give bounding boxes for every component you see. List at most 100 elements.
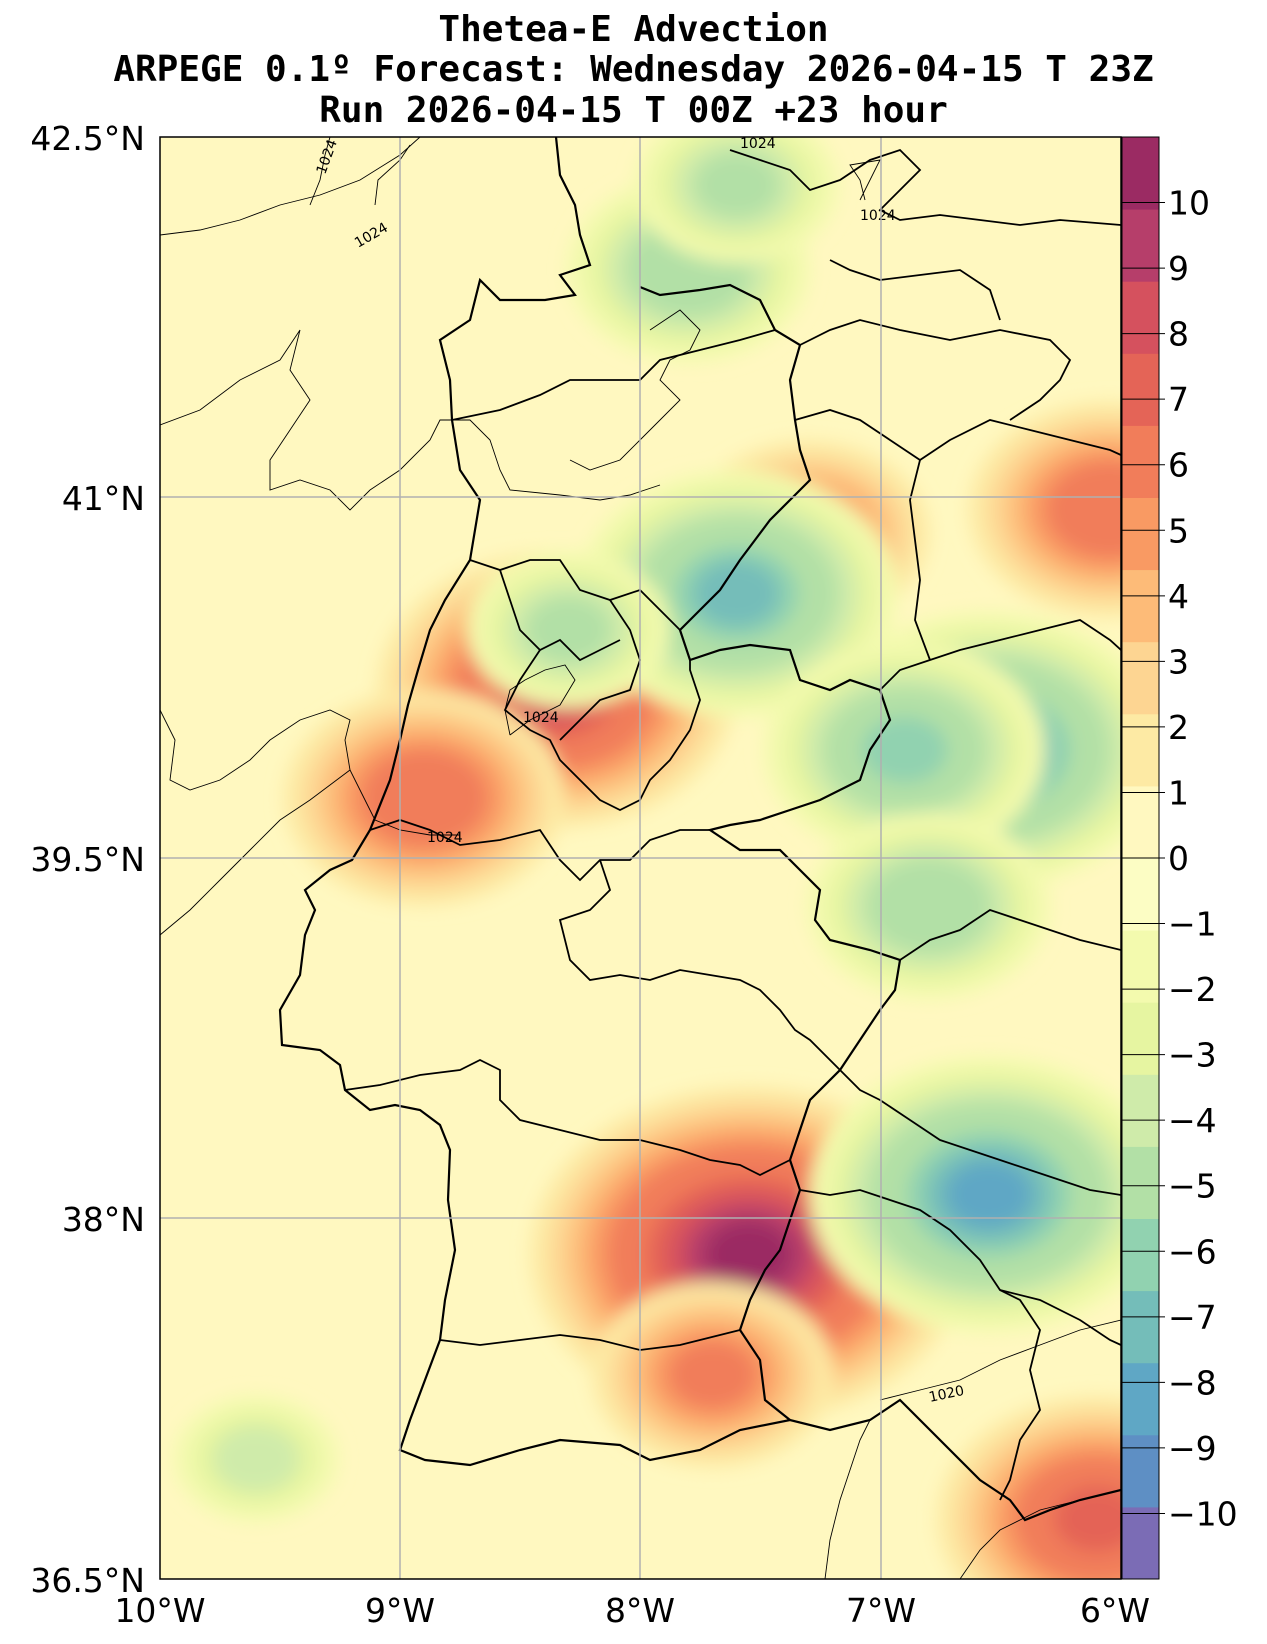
internal-border-11 — [899, 909, 1121, 961]
isobar-5 — [160, 709, 460, 836]
colorbar-segment — [1122, 858, 1159, 931]
colorbar-tick-label: −2 — [1168, 970, 1217, 1009]
colorbar-tick-label: 3 — [1168, 642, 1189, 681]
internal-border-15 — [829, 259, 1001, 321]
internal-border-19 — [839, 1069, 1121, 1196]
lon-label: 6°W — [1080, 1591, 1150, 1630]
internal-border-12 — [879, 619, 1121, 691]
internal-border-9 — [439, 1329, 741, 1351]
colorbar-tick-label: −4 — [1168, 1101, 1217, 1140]
colorbar-tick-label: 6 — [1168, 446, 1189, 485]
isobar-labels: 1024 1024 1024 1024 1024 1024 1020 — [314, 136, 966, 1406]
field-feature — [213, 1425, 299, 1492]
lon-label: 10°W — [114, 1591, 205, 1630]
isobar-label: 1024 — [740, 136, 776, 152]
internal-border-16 — [729, 148, 1121, 226]
colorbar-tick-label: −10 — [1168, 1494, 1238, 1533]
colorbar-tick-label: 10 — [1168, 184, 1210, 223]
internal-border-2 — [469, 559, 681, 631]
colorbar-segment — [1122, 497, 1159, 571]
isobar-label: 1024 — [523, 710, 559, 726]
colorbar-segment — [1122, 1218, 1159, 1292]
field-feature — [693, 152, 780, 219]
internal-border-4 — [503, 649, 701, 812]
colorbar-segment — [1122, 569, 1159, 643]
lat-label: 39.5°N — [30, 840, 145, 879]
lon-label: 9°W — [365, 1591, 435, 1630]
colorbar-segment — [1122, 1146, 1159, 1219]
colorbar-segment — [1122, 137, 1159, 210]
isobar-6 — [160, 769, 351, 936]
isobar-11 — [824, 1419, 871, 1579]
colorbar-segment — [1122, 353, 1159, 426]
lat-labels: 42.5°N 41°N 39.5°N 38°N 36.5°N — [30, 119, 145, 1600]
colorbar-tick-label: −5 — [1168, 1167, 1217, 1206]
isobar-1 — [160, 137, 421, 236]
field-feature — [381, 764, 468, 831]
internal-border-17 — [909, 459, 931, 661]
field-feature — [705, 1221, 792, 1288]
colorbar-tick-label: −9 — [1168, 1429, 1217, 1468]
lon-label: 8°W — [605, 1591, 675, 1630]
colorbar-tick-label: −3 — [1168, 1036, 1217, 1075]
colorbar-segment — [1122, 713, 1159, 787]
colorbar-tick-label: 4 — [1168, 577, 1189, 616]
colorbar-segment — [1122, 209, 1159, 282]
title-line-3: Run 2026-04-15 T 00Z +23 hour — [319, 90, 948, 131]
title-line-2: ARPEGE 0.1º Forecast: Wednesday 2026-04-… — [113, 49, 1154, 90]
colorbar-segment — [1122, 1002, 1159, 1075]
colorbar-frame — [1121, 136, 1160, 1580]
internal-border-5 — [559, 599, 641, 741]
colorbar-segment — [1122, 1074, 1159, 1147]
colorbar-tick-label: −7 — [1168, 1298, 1217, 1337]
colorbar-tick-label: 2 — [1168, 708, 1189, 747]
colorbar-segment — [1122, 1434, 1159, 1508]
coastline — [278, 137, 1121, 1522]
isobar-label: 1020 — [928, 1383, 966, 1406]
gridlines — [160, 137, 1121, 1579]
title-line-1: Thetea-E Advection — [438, 9, 829, 50]
plot-frame — [159, 136, 1122, 1580]
internal-border-13 — [794, 409, 1121, 462]
internal-border-14 — [799, 319, 1072, 421]
field-feature — [693, 560, 780, 627]
lat-label: 41°N — [62, 479, 145, 518]
colorbar-tick-label: 7 — [1168, 380, 1189, 419]
isobar-8 — [849, 159, 881, 201]
colorbar-segment — [1122, 425, 1159, 498]
lat-label: 36.5°N — [30, 1561, 145, 1600]
isobar-9 — [569, 309, 701, 471]
lat-label: 42.5°N — [30, 119, 145, 158]
isobars — [160, 137, 1121, 1579]
field-feature — [885, 873, 972, 940]
portugal-spain-border — [639, 283, 902, 1421]
colorbar-tick-label: 5 — [1168, 511, 1189, 550]
isobar-3 — [374, 144, 411, 206]
colorbar-segment — [1122, 785, 1159, 859]
colorbar-tick-label: −1 — [1168, 905, 1217, 944]
isobar-12 — [959, 1489, 1121, 1579]
colorbar-segment — [1122, 1290, 1159, 1364]
colorbar-tick-label: 8 — [1168, 315, 1189, 354]
isobar-4 — [160, 329, 661, 511]
isobar-label: 1024 — [860, 208, 896, 224]
borders — [278, 137, 1121, 1522]
colorbar-segment — [1122, 1506, 1159, 1580]
field-feature — [861, 716, 948, 783]
colorbar-segment — [1122, 1362, 1159, 1436]
internal-border-7 — [558, 859, 841, 1071]
lat-label: 38°N — [62, 1200, 145, 1239]
colorbar-tick-label: −8 — [1168, 1363, 1217, 1402]
colorbar-tick-label: 1 — [1168, 773, 1189, 812]
internal-border-6 — [369, 819, 710, 882]
isobar-label: 1024 — [427, 830, 463, 846]
isobar-7 — [504, 664, 576, 736]
lon-labels: 10°W 9°W 8°W 7°W 6°W — [114, 1591, 1150, 1630]
field-feature — [669, 1341, 756, 1408]
lon-label: 7°W — [846, 1591, 916, 1630]
colorbar-segment — [1122, 641, 1159, 715]
colorbar-segment — [1122, 930, 1159, 1003]
isobar-2 — [309, 137, 331, 206]
